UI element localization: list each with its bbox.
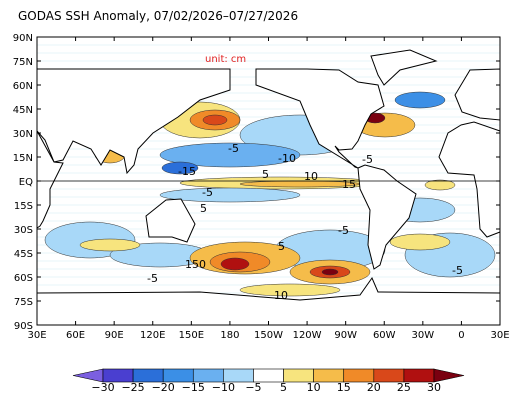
colorbar-label: −10 (212, 381, 235, 394)
colorbar-label: 10 (307, 381, 321, 394)
colorbar-label: −30 (91, 381, 114, 394)
lat-label: EQ (19, 177, 33, 188)
lat-label: 75N (13, 57, 33, 68)
lon-label: 90W (334, 330, 357, 341)
contour-label: 150 (185, 258, 206, 271)
map: -5 -10 -15 5 10 15 -5 -5 -5 150 5 10 -5 … (36, 36, 501, 326)
lon-label: 60W (373, 330, 396, 341)
contour-label: 15 (342, 178, 356, 191)
colorbar-arrow (433, 368, 465, 383)
lon-label: 60E (66, 330, 85, 341)
contour-label: -5 (228, 142, 239, 155)
colorbar-label: 25 (397, 381, 411, 394)
lon-label: 150E (179, 330, 204, 341)
colorbar-label: −5 (245, 381, 261, 394)
axes: 90N75N60N45N30N15NEQ15S30S45S60S75S90S30… (13, 33, 510, 341)
unit-label: unit: cm (205, 54, 246, 65)
contour-label: -5 (338, 224, 349, 237)
lat-label: 90S (14, 321, 33, 332)
contour-label: 5 (262, 168, 269, 181)
colorbar-label: 20 (367, 381, 381, 394)
coastlines (36, 49, 501, 326)
lon-label: 90E (105, 330, 124, 341)
lon-label: 180 (220, 330, 239, 341)
lat-label: 30N (13, 129, 33, 140)
lon-label: 30E (27, 330, 46, 341)
lon-label: 150W (254, 330, 283, 341)
contour-label: -5 (452, 264, 463, 277)
contour-label: -5 (202, 186, 213, 199)
lat-label: 45N (13, 105, 33, 116)
contour-label: -5 (147, 272, 158, 285)
lat-label: 15N (13, 153, 33, 164)
lat-label: 45S (14, 249, 33, 260)
contour-label: 5 (278, 240, 285, 253)
colorbar-label: 5 (280, 381, 287, 394)
lon-label: 120E (140, 330, 165, 341)
colorbar-label: −20 (152, 381, 175, 394)
anomalies (44, 91, 496, 297)
colorbar-label: −25 (121, 381, 144, 394)
lat-label: 15S (14, 201, 33, 212)
lon-label: 120W (293, 330, 322, 341)
lat-label: 60S (14, 273, 33, 284)
contour-label: 10 (274, 289, 288, 302)
colorbar: −30 −25 −20 −15 −10 −5 5 10 15 20 25 30 (72, 368, 465, 394)
lat-label: 60N (13, 81, 33, 92)
lat-label: 30S (14, 225, 33, 236)
lat-label: 90N (13, 33, 33, 44)
title: GODAS SSH Anomaly, 07/02/2026–07/27/2026 (18, 9, 298, 23)
colorbar-label: 30 (427, 381, 441, 394)
lon-label: 0 (458, 330, 464, 341)
colorbar-label: 15 (337, 381, 351, 394)
lat-label: 75S (14, 297, 33, 308)
contour-label: -10 (278, 152, 296, 165)
lon-label: 30E (490, 330, 509, 341)
contour-label: 10 (304, 170, 318, 183)
colorbar-label: −15 (182, 381, 205, 394)
contour-label: -15 (178, 165, 196, 178)
contour-label: 5 (200, 202, 207, 215)
lon-label: 30W (412, 330, 435, 341)
contour-label: -5 (362, 153, 373, 166)
